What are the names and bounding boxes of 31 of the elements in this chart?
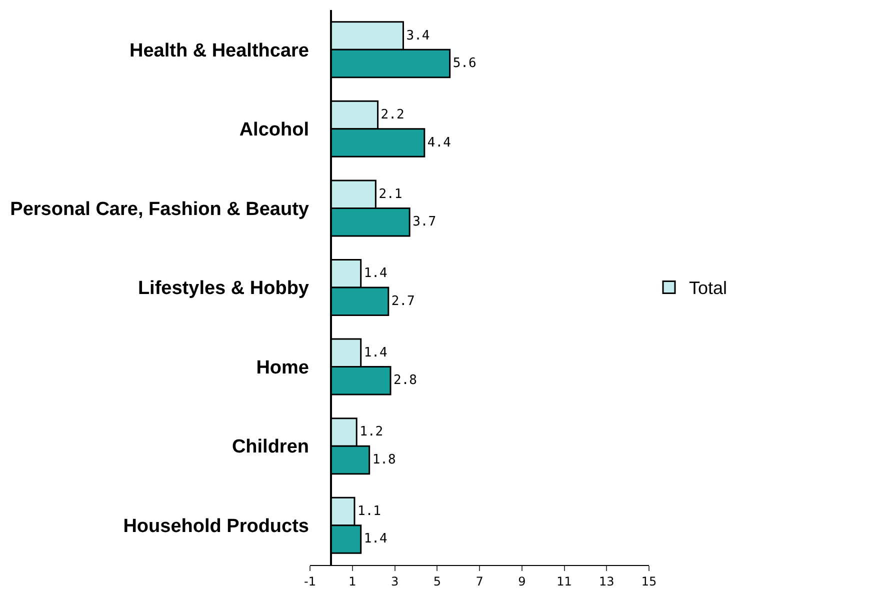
data-label: 4.4 — [427, 135, 452, 150]
x-tick-label: 3 — [390, 574, 399, 588]
legend-label: Total — [689, 278, 728, 298]
x-tick-label: -1 — [304, 574, 316, 588]
y-tick-label: Personal Care, Fashion & Beauty — [10, 198, 310, 220]
data-label: 2.7 — [391, 294, 415, 309]
data-label: 3.7 — [412, 214, 436, 230]
data-label: 1.4 — [364, 266, 388, 282]
data-label: 1.2 — [360, 424, 384, 440]
data-label: 1.4 — [364, 345, 388, 360]
data-label: 1.1 — [357, 504, 381, 519]
x-tick-label: 11 — [556, 574, 572, 588]
y-tick-label: Lifestyles & Hobby — [138, 278, 310, 300]
x-tick-label: 1 — [348, 574, 356, 588]
y-tick-label: Household Products — [123, 516, 309, 538]
data-label: 2.1 — [378, 186, 402, 202]
x-tick-label: 9 — [518, 574, 526, 588]
x-tick-label: 15 — [641, 574, 657, 588]
x-tick-label: 7 — [476, 574, 484, 588]
y-tick-label: Home — [256, 357, 309, 378]
x-tick-label: 5 — [433, 574, 441, 588]
y-tick-label: Alcohol — [239, 120, 309, 141]
data-label: 2.2 — [380, 108, 404, 123]
x-tick-label: 13 — [598, 574, 614, 588]
data-label: 1.4 — [364, 532, 388, 547]
data-label: 3.4 — [406, 28, 430, 44]
y-tick-label: Children — [232, 436, 309, 458]
data-label: 5.6 — [452, 56, 476, 72]
data-label: 1.8 — [372, 452, 396, 468]
data-label: 2.8 — [394, 373, 417, 388]
y-tick-label: Health & Healthcare — [129, 40, 309, 62]
